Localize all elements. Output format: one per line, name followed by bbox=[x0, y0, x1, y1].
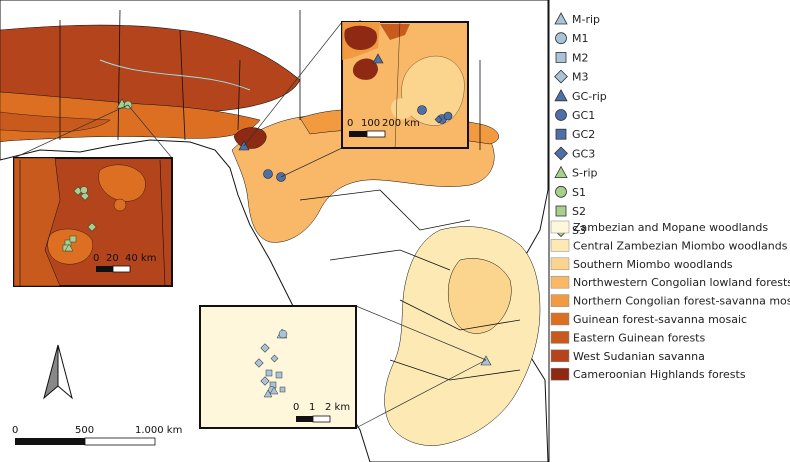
scale-tick: 0 bbox=[347, 118, 353, 129]
legend-point-items: M-rip M1 M2 M3 GC-rip GC1 GC2 GC3 S-rip S1 S2 S3 bbox=[554, 12, 607, 237]
scale-tick: 0 bbox=[293, 402, 299, 413]
legend-ecoregion-item: Northern Congolian forest-savanna mosaic bbox=[550, 294, 790, 308]
legend: M-rip M1 M2 M3 GC-rip GC1 GC2 GC3 S-rip S1 S2 S3 Za… bbox=[548, 0, 790, 462]
legend-ecoregion-label: West Sudanian savanna bbox=[573, 350, 705, 363]
legend-ecoregion-item: Guinean forest-savanna mosaic bbox=[550, 312, 747, 326]
triangle-symbol bbox=[554, 165, 568, 179]
legend-point-item: GC-rip bbox=[554, 88, 607, 103]
inset-south-scalebar: 0 1 2 km bbox=[293, 402, 350, 423]
square-symbol bbox=[555, 52, 567, 63]
diamond-symbol bbox=[554, 69, 568, 84]
legend-point-item: M2 bbox=[555, 51, 589, 64]
legend-swatch bbox=[550, 312, 570, 326]
legend-point-label: GC-rip bbox=[572, 90, 607, 103]
legend-ecoregion-item: Northwestern Congolian lowland forests bbox=[550, 275, 790, 289]
legend-point-label: M2 bbox=[572, 51, 589, 64]
scale-tick: 0 bbox=[12, 425, 18, 436]
north-arrow: N bbox=[43, 344, 73, 400]
circle-symbol bbox=[555, 109, 567, 121]
inset-west-sites bbox=[62, 186, 97, 252]
legend-ecoregion-label: Central Zambezian Miombo woodlands bbox=[573, 239, 788, 252]
legend-swatch bbox=[550, 220, 570, 234]
legend-point-item: S1 bbox=[555, 185, 586, 199]
circle-symbol bbox=[555, 185, 567, 198]
legend-swatch bbox=[550, 294, 570, 307]
legend-ecoregion-item: West Sudanian savanna bbox=[550, 349, 705, 363]
scale-tick: 40 km bbox=[125, 253, 156, 264]
legend-point-label: M-rip bbox=[572, 13, 600, 26]
legend-ecoregion-item: Cameroonian Highlands forests bbox=[550, 367, 746, 381]
legend-point-item: M3 bbox=[554, 69, 589, 84]
legend-point-item: GC3 bbox=[554, 146, 595, 161]
inset-west-scalebar: 0 20 40 km bbox=[93, 253, 156, 273]
legend-ecoregion-label: Eastern Guinean forests bbox=[573, 331, 705, 344]
legend-swatch bbox=[550, 239, 570, 252]
legend-ecoregion-label: Southern Miombo woodlands bbox=[573, 258, 733, 271]
scale-tick: 500 bbox=[75, 425, 94, 436]
legend-point-label: S-rip bbox=[572, 167, 598, 180]
scale-tick: 100 bbox=[361, 118, 380, 129]
ecoregion-southern-miombo bbox=[447, 258, 512, 334]
main-scalebar: 0 500 1.000 km bbox=[12, 425, 182, 446]
river-line bbox=[99, 59, 251, 91]
legend-swatch bbox=[550, 257, 570, 271]
diamond-symbol bbox=[554, 146, 568, 161]
legend-ecoregion-items: Zambezian and Mopane woodlands Central Za… bbox=[550, 220, 790, 381]
legend-ecoregion-item: Central Zambezian Miombo woodlands bbox=[550, 239, 788, 252]
legend-ecoregion-item: Southern Miombo woodlands bbox=[550, 257, 733, 271]
legend-point-item: S-rip bbox=[554, 165, 598, 180]
legend-ecoregion-label: Zambezian and Mopane woodlands bbox=[573, 221, 768, 234]
triangle-symbol bbox=[554, 12, 568, 25]
legend-point-label: GC2 bbox=[572, 128, 595, 141]
inset-central-sites bbox=[372, 53, 453, 124]
legend-ecoregion-label: Northwestern Congolian lowland forests bbox=[573, 276, 790, 289]
scale-tick: 2 km bbox=[325, 402, 350, 413]
scale-tick: 20 bbox=[106, 253, 119, 264]
legend-swatch bbox=[550, 349, 570, 363]
legend-point-label: S1 bbox=[572, 186, 586, 199]
ecoregion-eastern-guinean bbox=[0, 111, 111, 133]
legend-point-label: S2 bbox=[572, 205, 586, 218]
inset-central-scalebar: 0 100 200 km bbox=[347, 118, 420, 138]
inset-south: 0 1 2 km bbox=[199, 305, 357, 429]
legend-swatch bbox=[550, 367, 570, 381]
inset-central: 0 100 200 km bbox=[341, 21, 469, 149]
legend-point-label: M1 bbox=[572, 32, 589, 45]
scale-tick: 1.000 km bbox=[135, 425, 182, 436]
scale-tick: 200 km bbox=[382, 118, 420, 129]
legend-point-item: S2 bbox=[555, 205, 586, 218]
legend-point-label: S3 bbox=[572, 224, 586, 237]
legend-ecoregion-label: Northern Congolian forest-savanna mosaic bbox=[573, 295, 790, 308]
legend-point-label: M3 bbox=[572, 71, 589, 84]
inset-west: 0 20 40 km bbox=[13, 157, 173, 287]
legend-point-label: GC1 bbox=[572, 109, 595, 122]
legend-swatch bbox=[550, 275, 570, 289]
legend-point-item: GC2 bbox=[555, 128, 595, 141]
legend-swatch bbox=[550, 331, 570, 344]
triangle-symbol bbox=[554, 88, 568, 102]
legend-ecoregion-label: Cameroonian Highlands forests bbox=[573, 368, 746, 381]
inset-south-sites bbox=[254, 328, 288, 398]
legend-point-label: GC3 bbox=[572, 147, 595, 160]
legend-point-item: M1 bbox=[555, 32, 589, 45]
legend-ecoregion-label: Guinean forest-savanna mosaic bbox=[573, 313, 747, 326]
scale-tick: 0 bbox=[93, 253, 99, 264]
inset-connectors bbox=[13, 21, 487, 429]
legend-ecoregion-item: Eastern Guinean forests bbox=[550, 331, 705, 344]
legend-ecoregion-item: Zambezian and Mopane woodlands bbox=[550, 220, 768, 234]
square-symbol bbox=[555, 128, 567, 140]
legend-point-item: M-rip bbox=[554, 12, 600, 26]
scale-tick: 1 bbox=[309, 402, 315, 413]
circle-symbol bbox=[555, 32, 567, 45]
square-symbol bbox=[555, 205, 567, 217]
legend-point-item: GC1 bbox=[555, 109, 595, 122]
